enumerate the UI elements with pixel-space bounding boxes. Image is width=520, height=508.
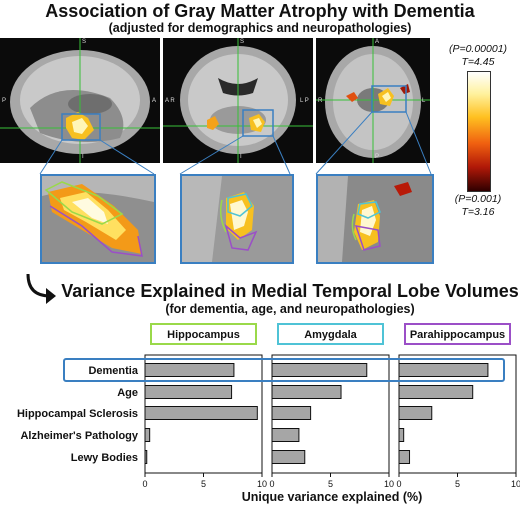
coronal-zoom-panel [180,174,294,264]
bar [144,385,233,399]
x-tick-label: 0 [142,479,147,489]
bar [271,385,342,399]
panel-header-box [277,323,384,345]
x-tick-label: 10 [257,479,267,489]
panel-header-label: Amygdala [304,329,357,341]
panel-header-box [404,323,511,345]
x-tick-label: 5 [328,479,333,489]
panel-header-box [150,323,257,345]
bar [271,363,368,377]
section-title: Variance Explained in Medial Temporal Lo… [61,281,519,301]
curved-arrow-icon [26,273,56,304]
sagittal-letter-a: A [152,98,157,104]
bar [398,363,489,377]
bar [398,385,474,399]
coronal-letter-s: S [240,39,245,45]
sagittal-letter-s: S [82,39,87,45]
colorbar [467,71,491,192]
x-tick-label: 0 [396,479,401,489]
coronal-letter-ar: A R [165,98,175,104]
highlight-box [63,358,505,382]
sagittal-letter-p: P [2,98,7,104]
axial-letter-l: L [422,98,426,104]
bar [271,450,306,464]
colorbar-bottom-p: (P=0.001) [454,193,502,205]
colorbar-top-p: (P=0.00001) [448,43,508,55]
bar [398,406,433,420]
category-label: Lewy Bodies [71,452,138,464]
bar [398,428,405,442]
bar [271,428,300,442]
coronal-letter-i: I [240,154,242,160]
figure-title: Association of Gray Matter Atrophy with … [45,1,475,21]
colorbar-top-t: T=4.45 [461,56,495,68]
sagittal-brain-slice: S P A I [0,38,160,163]
axial-letter-p: P [375,154,380,160]
bar [144,428,151,442]
bar [144,450,148,464]
x-tick-label: 5 [201,479,206,489]
x-axis-label: Unique variance explained (%) [242,490,423,504]
coronal-brain-slice: S A R L P I [163,38,313,163]
bar [271,406,312,420]
axial-letter-r: R [318,98,323,104]
bar [144,363,235,377]
bar [144,406,258,420]
x-tick-label: 0 [269,479,274,489]
panel-header-label: Hippocampus [167,329,240,341]
axial-zoom-panel [316,174,434,264]
section-subtitle: (for dementia, age, and neuropathologies… [165,302,415,316]
sagittal-letter-i: I [82,154,84,160]
figure-subtitle: (adjusted for demographics and neuropath… [108,21,412,35]
zoom-connector-lines [39,111,432,175]
category-label: Hippocampal Sclerosis [17,408,138,420]
x-tick-label: 10 [384,479,394,489]
panel-header-label: Parahippocampus [410,329,505,341]
coronal-letter-lp: L P [300,98,309,104]
colorbar-bottom-t: T=3.16 [461,206,495,218]
bar [398,450,411,464]
axial-brain-slice: A R L P [316,38,430,163]
axial-letter-a: A [375,39,380,45]
sagittal-zoom-panel [40,174,156,264]
x-tick-label: 5 [455,479,460,489]
category-label: Alzheimer's Pathology [20,430,138,442]
x-tick-label: 10 [511,479,520,489]
category-label: Dementia [88,365,138,377]
category-label: Age [117,387,138,399]
variance-bar-chart: Dementia Age Hippocampal Sclerosis Alzheime… [17,323,520,504]
